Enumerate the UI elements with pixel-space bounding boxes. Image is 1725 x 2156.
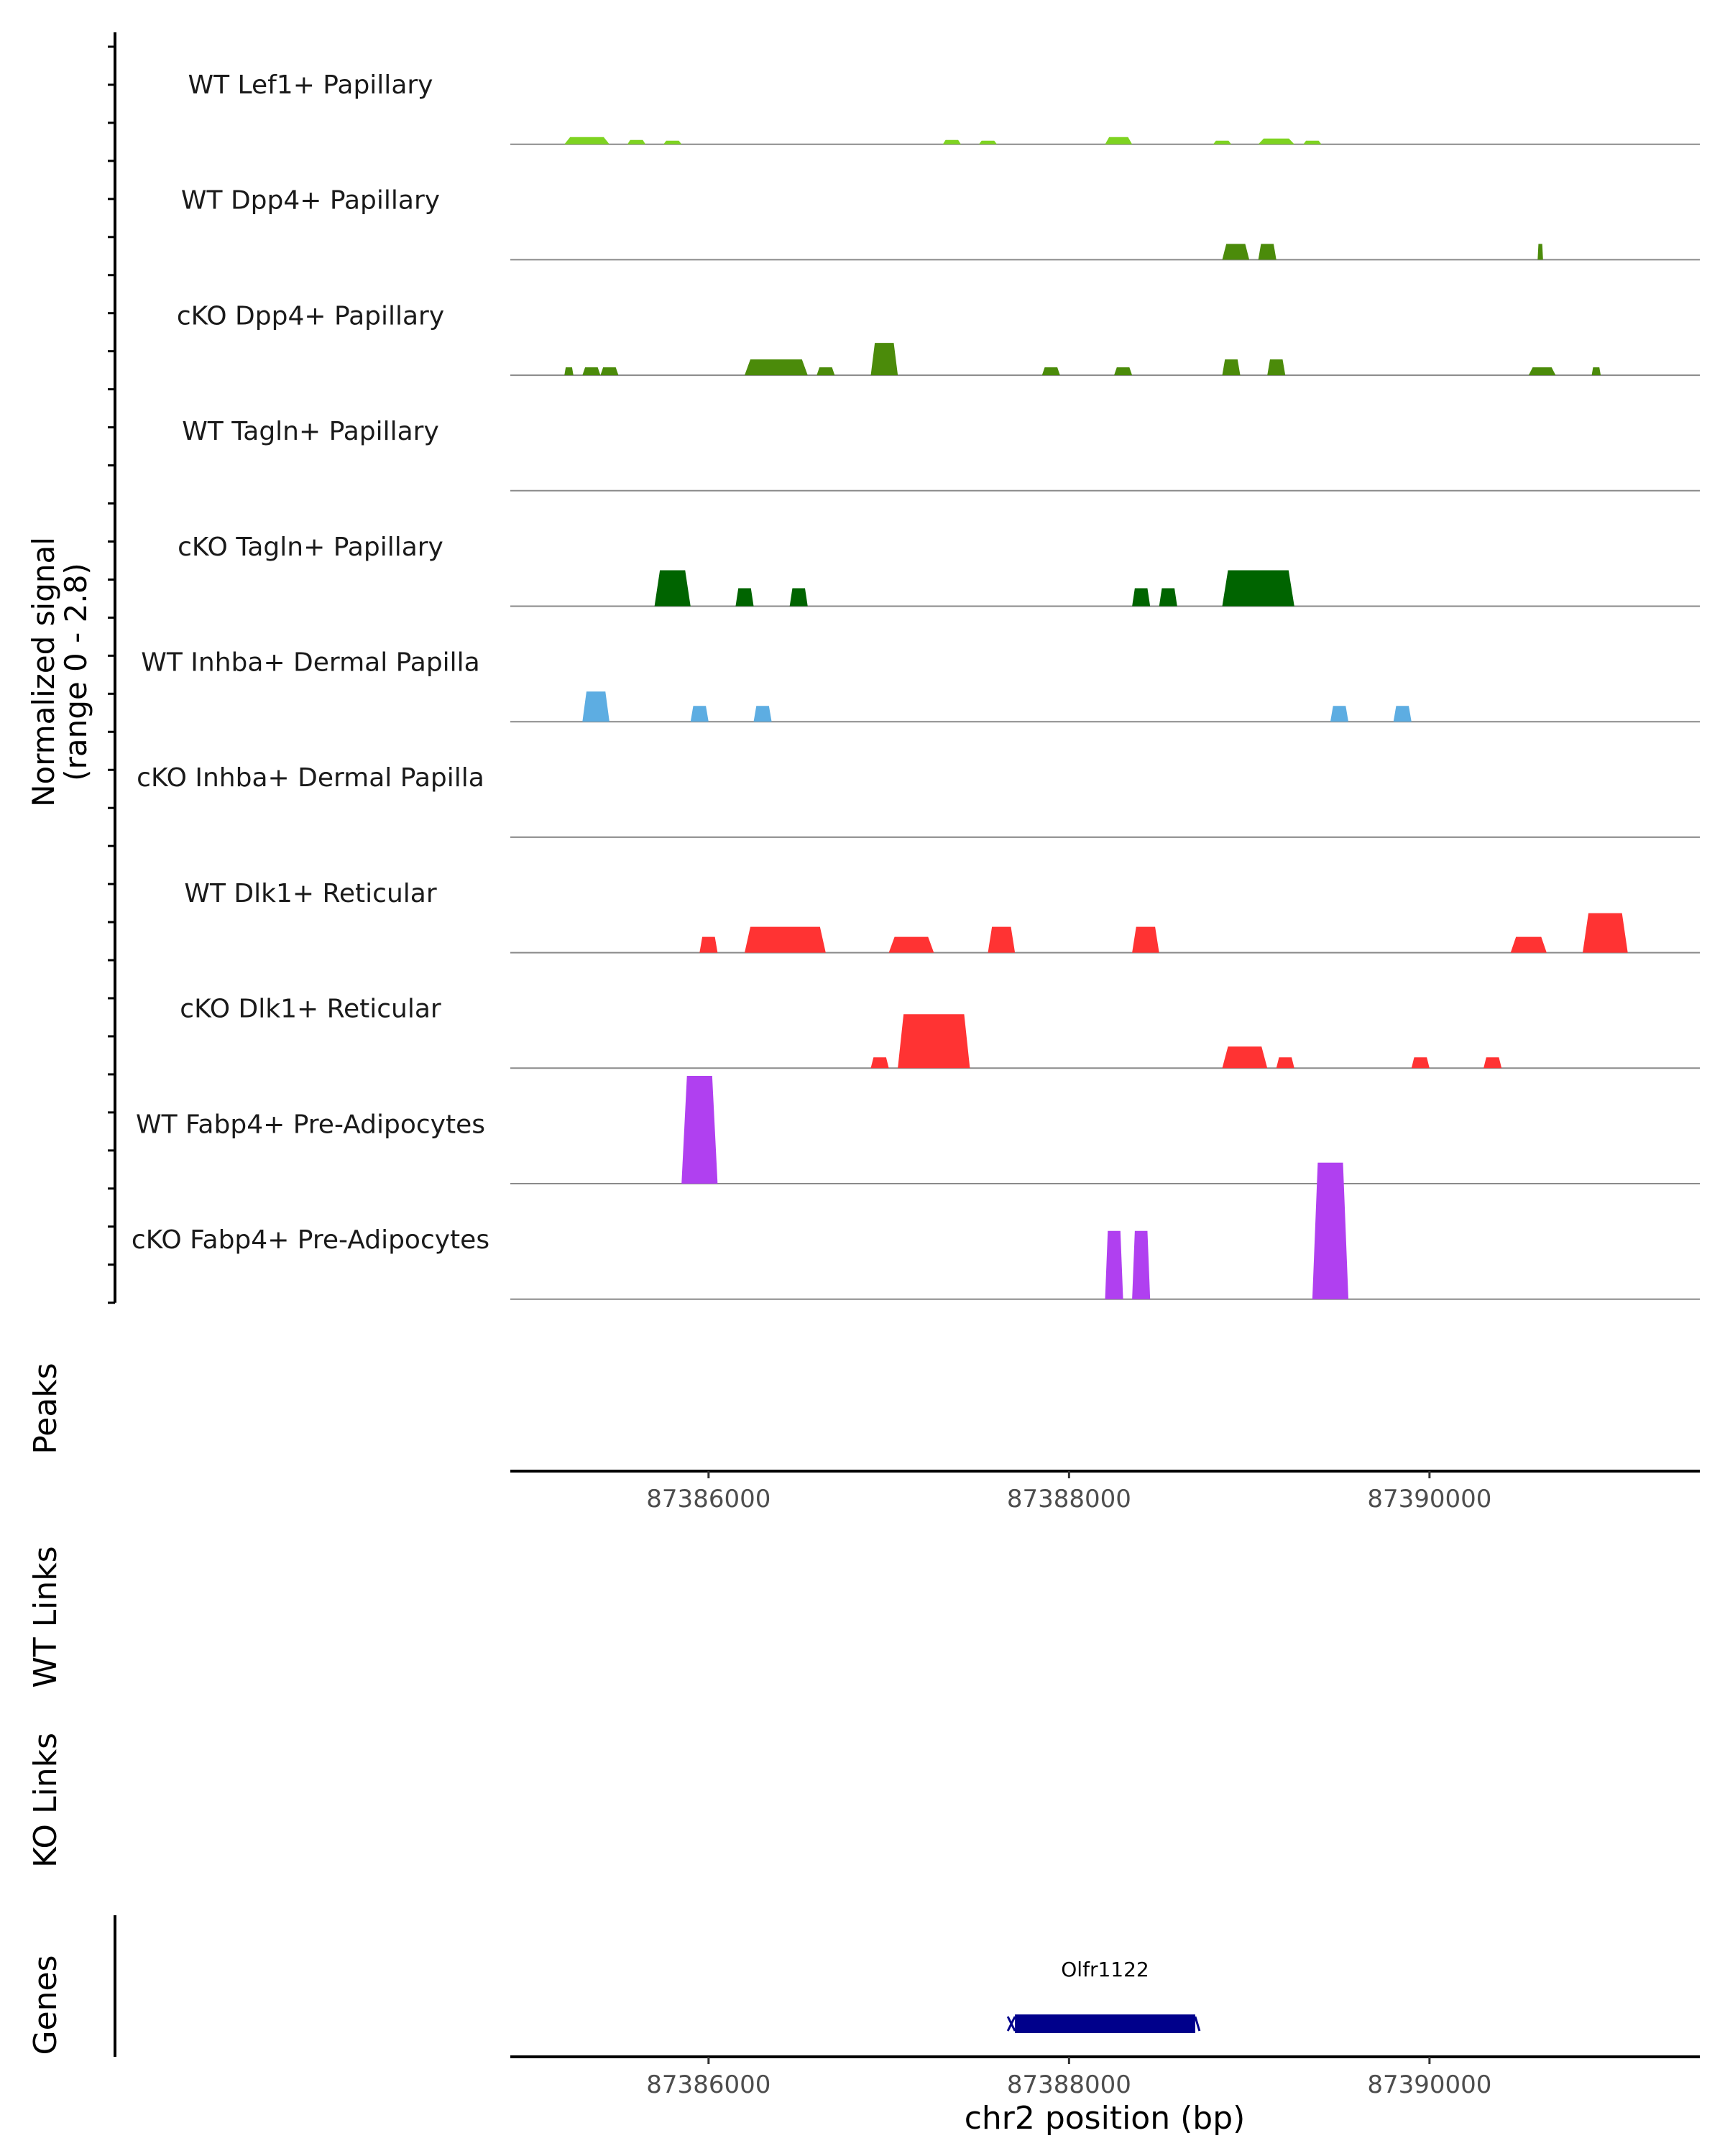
coverage-peak (1222, 244, 1250, 260)
track: WT Fabp4+ Pre-Adipocytes (136, 1076, 1700, 1184)
track: WT Tagln+ Papillary (182, 417, 1700, 492)
track: cKO Tagln+ Papillary (178, 533, 1700, 607)
track-label: WT Fabp4+ Pre-Adipocytes (136, 1110, 485, 1139)
wt-links-track-label: WT Links (27, 1546, 64, 1687)
coverage-peak (1537, 244, 1543, 260)
peaks-x-axis: 87386000 87388000 87390000 (510, 1470, 1700, 1514)
coverage-peak (600, 367, 619, 376)
coverage-peak (1484, 1057, 1502, 1069)
coverage-peak (988, 926, 1016, 953)
track: WT Inhba+ Dermal Papilla (141, 648, 1700, 723)
coverage-peak (1528, 367, 1556, 376)
coverage-peak (1411, 1057, 1430, 1069)
signal-axis-label-line2: (range 0 - 2.8) (58, 563, 93, 781)
genes-track-label: Genes (27, 1955, 64, 2055)
coverage-peak (744, 359, 808, 376)
track-label: cKO Fabp4+ Pre-Adipocytes (132, 1225, 489, 1255)
gene-name: Olfr1122 (1061, 1958, 1149, 1981)
x-axis-label: chr2 position (bp) (965, 2100, 1246, 2137)
x-tick-label: 87390000 (1367, 1485, 1491, 1514)
coverage-peak (789, 588, 808, 607)
coverage-peak (1510, 936, 1547, 953)
coverage-peak (888, 936, 934, 953)
coverage-peak (1312, 1162, 1349, 1299)
track-label: cKO Dpp4+ Papillary (177, 301, 444, 331)
x-tick-label: 87386000 (646, 1485, 770, 1514)
coverage-peak (744, 926, 826, 953)
coverage-peak (753, 706, 772, 722)
coverage-peak (690, 706, 709, 722)
track: WT Dpp4+ Papillary (181, 186, 1700, 261)
track-label: WT Dpp4+ Papillary (181, 186, 440, 216)
coverage-peak (564, 367, 574, 376)
coverage-peak (681, 1076, 718, 1184)
track: cKO Dpp4+ Papillary (177, 301, 1700, 377)
coverage-peak (1222, 1046, 1268, 1069)
track: cKO Fabp4+ Pre-Adipocytes (132, 1162, 1700, 1300)
coverage-peak (654, 570, 691, 607)
coverage-peak (582, 691, 610, 722)
track-label: WT Dlk1+ Reticular (184, 879, 436, 908)
coverage-peak (1267, 359, 1286, 376)
coverage-peak (978, 140, 998, 144)
coverage-peak (1159, 588, 1177, 607)
coverage-peak (870, 343, 898, 376)
coverage-peak (1583, 913, 1628, 953)
coverage-peak (1330, 706, 1349, 722)
coverage-peak (1114, 367, 1133, 376)
coverage-peak (663, 140, 682, 144)
coverage-peak (1222, 359, 1241, 376)
coverage-peak (1303, 140, 1322, 144)
peaks-track-label: Peaks (27, 1363, 64, 1454)
coverage-peak (564, 137, 610, 144)
gene-body (1015, 2014, 1195, 2033)
x-tick-label: 87388000 (1007, 1485, 1131, 1514)
gene-strand-mark (1006, 2016, 1016, 2032)
coverage-peak (735, 588, 754, 607)
coverage-peak (898, 1014, 970, 1069)
track: WT Dlk1+ Reticular (184, 879, 1700, 954)
coverage-tracks: WT Lef1+ Papillary WT Dpp4+ Papillary cKO … (132, 70, 1700, 1300)
coverage-peak (1258, 244, 1276, 260)
track-label: WT Tagln+ Papillary (182, 417, 439, 446)
coverage-peak (1591, 367, 1601, 376)
coverage-peak (1132, 588, 1151, 607)
track-label: cKO Dlk1+ Reticular (180, 995, 441, 1024)
track-label: cKO Tagln+ Papillary (178, 533, 443, 562)
signal-axis (108, 32, 116, 1304)
coverage-peak (699, 936, 718, 953)
track-label: WT Inhba+ Dermal Papilla (141, 648, 479, 678)
coverage-peak (1132, 926, 1159, 953)
coverage-peak (1105, 1230, 1123, 1299)
x-tick-label: 87390000 (1367, 2070, 1491, 2099)
x-tick-label: 87388000 (1007, 2070, 1131, 2099)
track-label: cKO Inhba+ Dermal Papilla (137, 763, 484, 793)
track-label: WT Lef1+ Papillary (188, 70, 433, 100)
coverage-peak (942, 139, 961, 144)
coverage-peak (1041, 367, 1060, 376)
x-tick-label: 87386000 (646, 2070, 770, 2099)
coverage-peak (816, 367, 835, 376)
genes-x-axis: 87386000 87388000 87390000 (510, 2055, 1700, 2099)
coverage-peak (1393, 706, 1412, 722)
coverage-peak (1222, 570, 1294, 607)
gene-annotations: Olfr1122 (1006, 1958, 1201, 2033)
coverage-peak (1213, 140, 1232, 144)
track: cKO Inhba+ Dermal Papilla (137, 763, 1700, 838)
ko-links-track-label: KO Links (27, 1733, 64, 1868)
signal-axis-label-line1: Normalized signal (26, 537, 61, 807)
coverage-peak (1132, 1230, 1151, 1299)
track: WT Lef1+ Papillary (188, 70, 1700, 145)
coverage-peak (582, 367, 601, 376)
gene-strand-mark (1194, 2016, 1201, 2032)
track: cKO Dlk1+ Reticular (180, 995, 1700, 1069)
coverage-peak (1276, 1057, 1294, 1069)
coverage-peak (870, 1057, 889, 1069)
coverage-peak (1105, 137, 1133, 144)
gene: Olfr1122 (1006, 1958, 1201, 2033)
coverage-peak (1258, 138, 1294, 144)
coverage-peak (627, 139, 646, 144)
